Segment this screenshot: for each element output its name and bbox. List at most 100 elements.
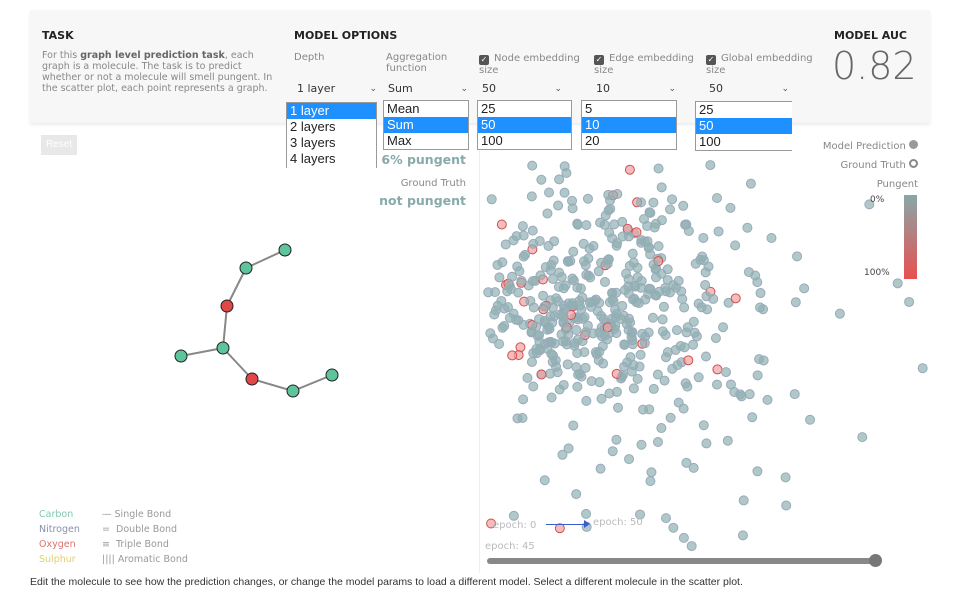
scatter-point[interactable] — [612, 189, 623, 200]
scatter-point[interactable] — [562, 359, 573, 370]
scatter-point[interactable] — [559, 187, 570, 198]
scatter-point[interactable] — [536, 174, 547, 185]
scatter-point[interactable] — [579, 256, 590, 267]
scatter-point[interactable] — [656, 423, 667, 434]
atom-oxygen[interactable] — [245, 372, 259, 386]
scatter-point[interactable] — [571, 362, 582, 373]
scatter-point[interactable] — [527, 225, 538, 236]
scatter-point[interactable] — [708, 293, 719, 304]
scatter-point[interactable] — [657, 314, 668, 325]
scatter-point[interactable] — [635, 349, 646, 360]
atom-carbon[interactable] — [239, 261, 253, 275]
scatter-point[interactable] — [526, 356, 537, 367]
scatter-point[interactable] — [599, 219, 610, 230]
scatter-point[interactable] — [662, 347, 673, 358]
scatter-point[interactable] — [571, 489, 582, 500]
atom-carbon[interactable] — [278, 243, 292, 257]
scatter-point[interactable] — [558, 283, 569, 294]
scatter-point[interactable] — [635, 509, 646, 520]
scatter-point[interactable] — [518, 394, 529, 405]
scatter-point[interactable] — [611, 240, 622, 251]
scatter-point[interactable] — [649, 222, 660, 233]
scatter-point[interactable] — [634, 361, 645, 372]
scatter-point[interactable] — [630, 281, 641, 292]
scatter-point[interactable] — [542, 343, 553, 354]
scatter-point[interactable] — [549, 311, 560, 322]
scatter-point[interactable] — [780, 472, 791, 483]
scatter-point[interactable] — [539, 301, 550, 312]
scatter-point[interactable] — [667, 194, 678, 205]
scatter-point[interactable] — [700, 279, 711, 290]
scatter-point[interactable] — [682, 322, 693, 333]
dropdown-option[interactable]: Sum — [384, 117, 468, 133]
scatter-point[interactable] — [504, 280, 515, 291]
scatter-point[interactable] — [789, 389, 800, 400]
scatter-point[interactable] — [600, 210, 611, 221]
scatter-point[interactable] — [549, 236, 560, 247]
scatter-point[interactable] — [700, 351, 711, 362]
scatter-point[interactable] — [658, 301, 669, 312]
global-embedding-options-list[interactable]: 25 50 100 — [695, 101, 792, 151]
scatter-point[interactable] — [688, 462, 699, 473]
scatter-point[interactable] — [527, 160, 538, 171]
scatter-point[interactable] — [582, 320, 593, 331]
scatter-point[interactable] — [604, 227, 615, 238]
scatter-point[interactable] — [510, 314, 521, 325]
aggregation-select[interactable]: Sum ⌄ — [388, 82, 468, 95]
scatter-point[interactable] — [599, 330, 610, 341]
scatter-point[interactable] — [543, 321, 554, 332]
node-embedding-checkbox[interactable]: ✓ — [479, 55, 489, 65]
scatter-point[interactable] — [648, 197, 659, 208]
scatter-point[interactable] — [525, 295, 536, 306]
dropdown-option[interactable]: 50 — [696, 118, 792, 134]
scatter-point[interactable] — [536, 369, 547, 380]
scatter-point[interactable] — [752, 370, 763, 381]
scatter-point[interactable] — [619, 285, 630, 296]
scatter-point[interactable] — [657, 326, 668, 337]
scatter-point[interactable] — [688, 316, 699, 327]
scatter-point[interactable] — [659, 375, 670, 386]
scatter-point[interactable] — [619, 361, 630, 372]
scatter-point[interactable] — [627, 248, 638, 259]
scatter-point[interactable] — [742, 222, 753, 233]
dropdown-option[interactable]: 10 — [582, 117, 676, 133]
scatter-point[interactable] — [624, 260, 635, 271]
scatter-point[interactable] — [652, 369, 663, 380]
scatter-point[interactable] — [553, 200, 564, 211]
scatter-point[interactable] — [497, 322, 508, 333]
scatter-point[interactable] — [502, 302, 513, 313]
scatter-point[interactable] — [527, 276, 538, 287]
scatter-point[interactable] — [486, 518, 497, 529]
scatter-point[interactable] — [698, 255, 709, 266]
edge-embedding-select[interactable]: 10 ⌄ — [596, 82, 676, 95]
scatter-point[interactable] — [892, 278, 903, 289]
scatter-point[interactable] — [805, 414, 816, 425]
scatter-point[interactable] — [609, 219, 620, 230]
dropdown-option[interactable]: 1 layer — [287, 103, 376, 119]
scatter-point[interactable] — [723, 297, 734, 308]
atom-carbon[interactable] — [286, 384, 300, 398]
scatter-point[interactable] — [738, 495, 749, 506]
scatter-point[interactable] — [526, 191, 537, 202]
scatter-point[interactable] — [689, 327, 700, 338]
scatter-point[interactable] — [681, 457, 692, 468]
scatter-point[interactable] — [678, 532, 689, 543]
scatter-point[interactable] — [693, 298, 704, 309]
scatter-point[interactable] — [560, 324, 571, 335]
scatter-point[interactable] — [554, 174, 565, 185]
scatter-point[interactable] — [577, 313, 588, 324]
scatter-point[interactable] — [648, 259, 659, 270]
scatter-point[interactable] — [551, 361, 562, 372]
dropdown-option[interactable]: 100 — [481, 133, 503, 148]
scatter-point[interactable] — [581, 220, 592, 231]
scatter-point[interactable] — [607, 294, 618, 305]
scatter-point[interactable] — [632, 373, 643, 384]
scatter-point[interactable] — [683, 226, 694, 237]
edge-embedding-options-list[interactable]: 5 10 20 — [581, 100, 677, 150]
scatter-point[interactable] — [711, 379, 722, 390]
scatter-point[interactable] — [646, 467, 657, 478]
scatter-plot[interactable] — [481, 123, 930, 575]
scatter-point[interactable] — [489, 309, 500, 320]
scatter-point[interactable] — [647, 312, 658, 323]
scatter-point[interactable] — [619, 339, 630, 350]
